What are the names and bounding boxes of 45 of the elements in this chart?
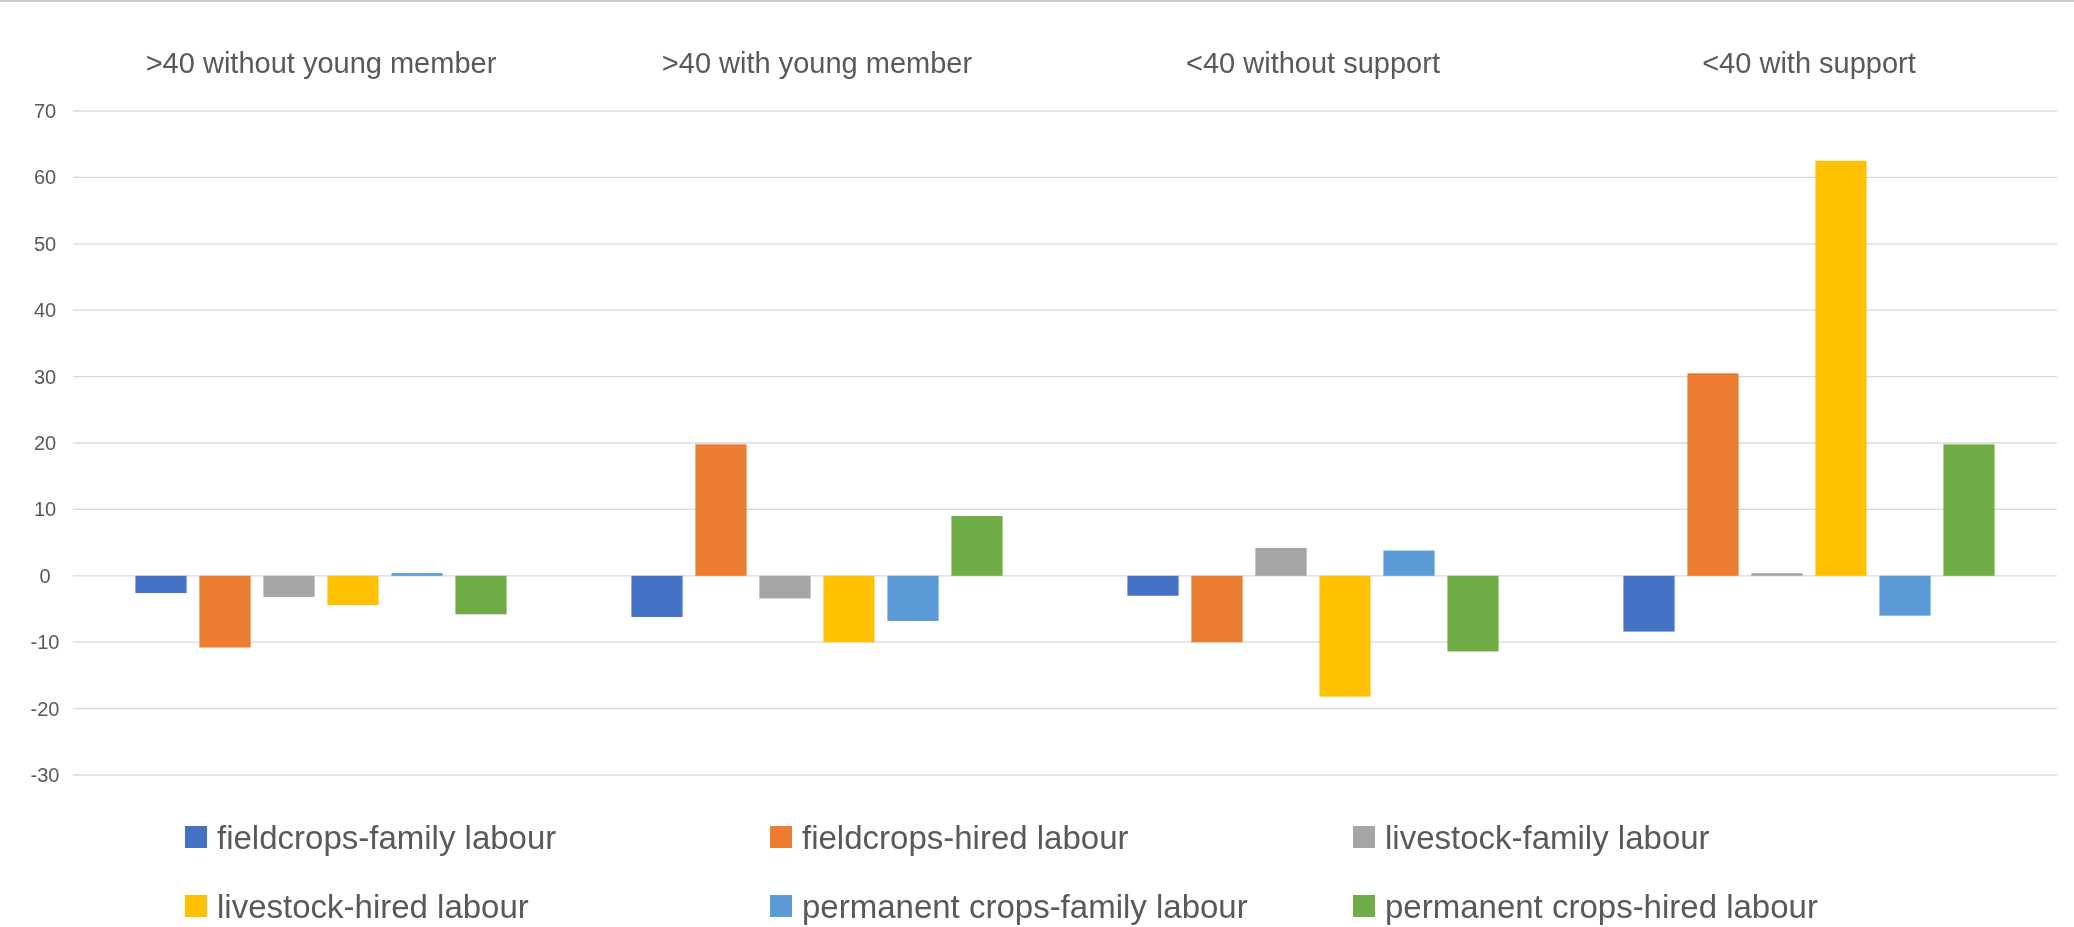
y-tick-label: 40 <box>33 299 57 322</box>
bar <box>1383 550 1435 576</box>
bar <box>1191 575 1243 643</box>
legend-label: permanent crops-family labour <box>802 887 1248 925</box>
y-tick-label: 20 <box>33 432 57 454</box>
bar <box>695 444 747 576</box>
legend-label: livestock-hired labour <box>217 887 529 925</box>
y-tick-label: 60 <box>33 166 57 189</box>
legend-label: fieldcrops-family labour <box>217 818 557 856</box>
y-tick-label: 10 <box>33 498 57 521</box>
x-tick-label: >40 with young member <box>661 47 973 80</box>
bar <box>631 575 683 617</box>
bar <box>391 573 443 576</box>
y-tick-label: 70 <box>33 100 57 122</box>
bar <box>887 575 939 621</box>
bar <box>1319 575 1371 697</box>
y-tick-label: 50 <box>33 232 57 255</box>
x-tick-label: <40 without support <box>1186 47 1440 80</box>
bar <box>327 575 379 606</box>
bar <box>1127 575 1179 596</box>
legend-label: permanent crops-hired labour <box>1385 887 1818 925</box>
y-tick-label: 0 <box>39 564 51 587</box>
bar <box>759 575 811 599</box>
bar <box>1943 444 1995 576</box>
bar <box>1815 160 1867 576</box>
x-tick-label: >40 without young member <box>145 47 497 80</box>
y-tick-label: -20 <box>30 697 60 720</box>
bar <box>1879 575 1931 616</box>
bar <box>951 516 1003 576</box>
y-tick-label: -30 <box>30 764 60 786</box>
legend-label: fieldcrops-hired labour <box>802 818 1129 856</box>
bar <box>199 575 251 648</box>
bar <box>1447 575 1499 652</box>
bar <box>1687 373 1739 576</box>
legend-label: livestock-family labour <box>1385 818 1710 856</box>
bar <box>1623 575 1675 632</box>
y-tick-label: 30 <box>33 365 57 388</box>
bar <box>263 575 315 598</box>
bar <box>135 575 187 594</box>
bar <box>1255 547 1307 576</box>
bar <box>823 575 875 643</box>
bar <box>1751 573 1803 576</box>
x-tick-label: <40 with support <box>1702 47 1916 80</box>
bar <box>455 575 507 615</box>
y-tick-label: -10 <box>30 631 60 654</box>
